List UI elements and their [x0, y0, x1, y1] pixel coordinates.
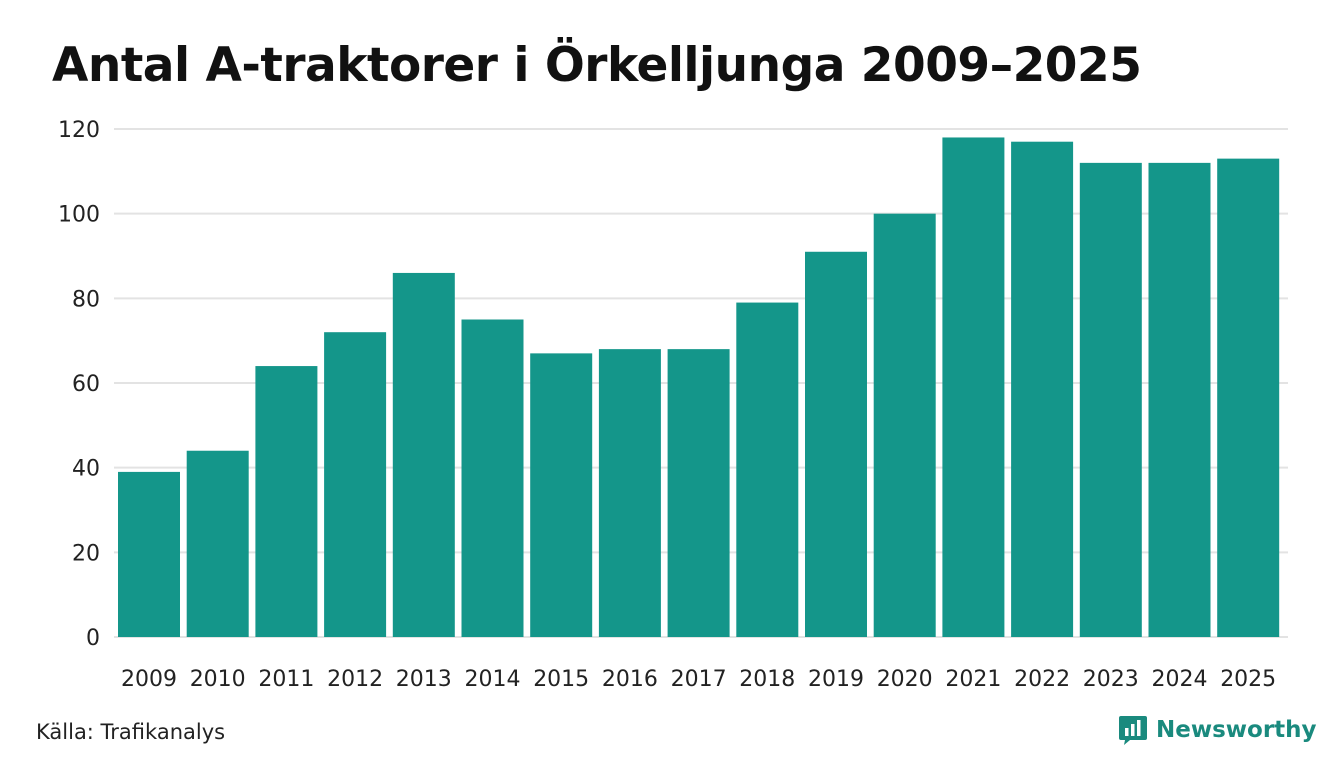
x-tick-label: 2011	[258, 667, 314, 692]
brand-name: Newsworthy	[1156, 717, 1317, 743]
x-tick-label: 2020	[877, 667, 933, 692]
x-tick-label: 2014	[465, 667, 521, 692]
bar-2020	[873, 213, 936, 637]
y-tick-label: 20	[72, 541, 100, 566]
bar-2011	[255, 366, 318, 637]
chart-title: Antal A-traktorer i Örkelljunga 2009–202…	[52, 38, 1142, 93]
x-tick-label: 2009	[121, 667, 177, 692]
x-tick-label: 2022	[1014, 667, 1070, 692]
y-tick-label: 80	[72, 287, 100, 312]
x-axis: 2009 2010 2011 2012 2013 2014 2015 2016 2017 2018…	[121, 667, 1276, 692]
x-tick-label: 2012	[327, 667, 383, 692]
x-tick-label: 2021	[945, 667, 1001, 692]
newsworthy-logo-icon	[1119, 716, 1147, 745]
bar-2015	[530, 353, 593, 637]
x-tick-label: 2025	[1220, 667, 1276, 692]
y-tick-label: 40	[72, 457, 100, 482]
bar-2014	[461, 319, 524, 637]
y-axis: 0 20 40 60 80 100 120	[58, 118, 100, 651]
x-tick-label: 2016	[602, 667, 658, 692]
bar-2025	[1217, 158, 1280, 637]
bar-2022	[1011, 141, 1074, 637]
bar-2009	[118, 471, 180, 637]
source-note: Källa: Trafikanalys	[36, 720, 226, 744]
bar-chart: 0 20 40 60 80 100 120 2009 2010 2011 2012 2013 2014…	[58, 118, 1288, 692]
bar-2018	[736, 302, 799, 637]
x-tick-label: 2019	[808, 667, 864, 692]
x-tick-label: 2013	[396, 667, 452, 692]
x-tick-label: 2017	[671, 667, 727, 692]
bar-2012	[324, 332, 387, 637]
x-tick-label: 2018	[739, 667, 795, 692]
bar-2021	[942, 137, 1005, 637]
bar-2016	[598, 349, 661, 637]
y-tick-label: 120	[58, 118, 100, 143]
bar-2013	[392, 272, 455, 637]
y-tick-label: 0	[86, 626, 100, 651]
x-tick-label: 2023	[1083, 667, 1139, 692]
bar-2023	[1079, 162, 1142, 637]
x-tick-label: 2015	[533, 667, 589, 692]
brand-logo: Newsworthy	[1118, 714, 1317, 746]
bars	[118, 137, 1280, 637]
bar-2017	[667, 349, 730, 637]
x-tick-label: 2024	[1152, 667, 1208, 692]
y-tick-label: 100	[58, 203, 100, 228]
bar-2019	[805, 251, 867, 637]
bar-2010	[186, 450, 249, 637]
y-tick-label: 60	[72, 372, 100, 397]
bar-2024	[1148, 162, 1211, 637]
x-tick-label: 2010	[190, 667, 246, 692]
